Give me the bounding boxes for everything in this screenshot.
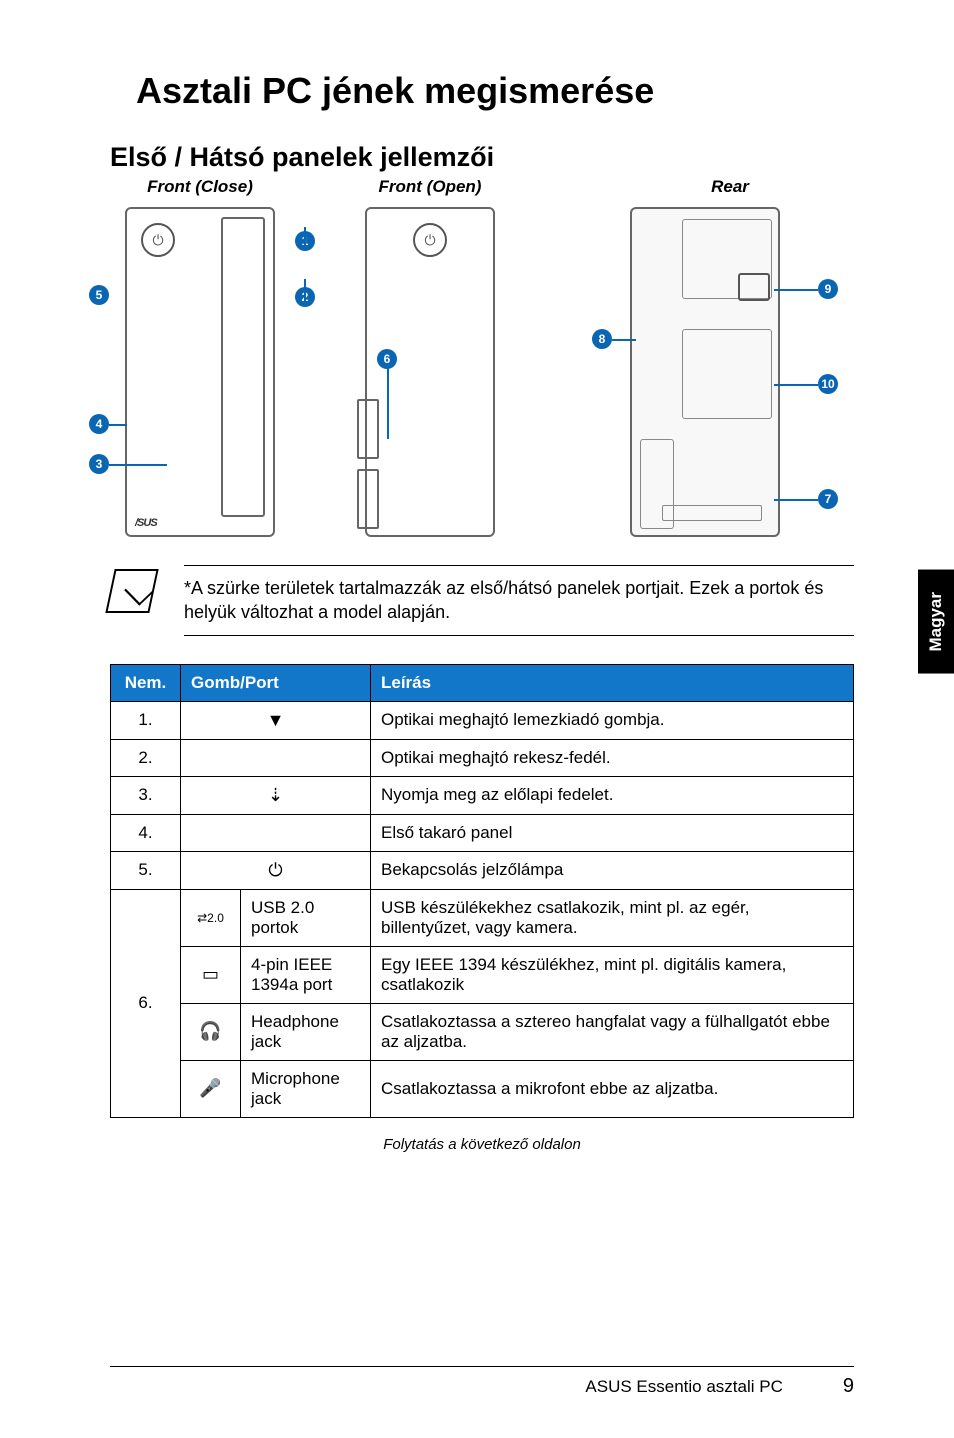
- cell-desc: Csatlakoztassa a sztereo hangfalat vagy …: [371, 1003, 854, 1060]
- brand-badge: /SUS: [135, 517, 157, 529]
- table-row: 1. ▼ Optikai meghajtó lemezkiadó gombja.: [111, 701, 854, 739]
- chassis-rear: 8 9 10 7: [630, 207, 780, 537]
- callout-3: 3: [89, 454, 109, 474]
- power-button-icon: ⏻: [141, 223, 175, 257]
- view-front-close: Front (Close) ⏻ /SUS 1 2 5 4 3: [110, 177, 290, 537]
- cell-icon-mic: 🎤: [181, 1060, 241, 1117]
- cell-sub-1394: 4-pin IEEE 1394a port: [241, 946, 371, 1003]
- language-tab: Magyar: [918, 570, 954, 674]
- callout-8: 8: [592, 329, 612, 349]
- view-label-front-open: Front (Open): [340, 177, 520, 197]
- continue-note: Folytatás a következő oldalon: [110, 1136, 854, 1153]
- cell-icon-1394: ▭: [181, 946, 241, 1003]
- callout-7: 7: [818, 489, 838, 509]
- odd-slot-1: [221, 217, 265, 517]
- callout-1-line: [304, 227, 306, 245]
- view-label-rear: Rear: [630, 177, 830, 197]
- note-icon: [105, 569, 158, 613]
- cell-icon: [181, 739, 371, 776]
- port-table: Nem. Gomb/Port Leírás 1. ▼ Optikai megha…: [110, 664, 854, 1118]
- page-footer: ASUS Essentio asztali PC 9: [110, 1366, 854, 1398]
- cell-num: 6.: [111, 889, 181, 1117]
- note-block: *A szürke területek tartalmazzák az első…: [110, 565, 854, 636]
- cell-sub-headphone: Headphone jack: [241, 1003, 371, 1060]
- cell-desc: Egy IEEE 1394 készülékhez, mint pl. digi…: [371, 946, 854, 1003]
- cell-icon: ⇣: [181, 776, 371, 814]
- table-row: 3. ⇣ Nyomja meg az előlapi fedelet.: [111, 776, 854, 814]
- table-row: 🎧 Headphone jack Csatlakoztassa a sztere…: [111, 1003, 854, 1060]
- cell-sub-mic: Microphone jack: [241, 1060, 371, 1117]
- footer-text: ASUS Essentio asztali PC: [585, 1377, 782, 1397]
- col-port: Gomb/Port: [181, 664, 371, 701]
- table-row: 🎤 Microphone jack Csatlakoztassa a mikro…: [111, 1060, 854, 1117]
- table-header-row: Nem. Gomb/Port Leírás: [111, 664, 854, 701]
- cell-icon: ⏻: [181, 851, 371, 889]
- view-rear: Rear 8 9 10 7: [570, 177, 830, 537]
- callout-5: 5: [89, 285, 109, 305]
- cell-num: 1.: [111, 701, 181, 739]
- callout-4: 4: [89, 414, 109, 434]
- callout-10: 10: [818, 374, 838, 394]
- callout-9-line: [774, 289, 818, 291]
- table-row: 4. Első takaró panel: [111, 814, 854, 851]
- view-label-front-close: Front (Close): [110, 177, 290, 197]
- cell-desc: Nyomja meg az előlapi fedelet.: [371, 776, 854, 814]
- callout-6: 6: [377, 349, 397, 369]
- open-door-1: [357, 399, 379, 459]
- open-door-2: [357, 469, 379, 529]
- rear-grill-mid: [682, 329, 772, 419]
- callout-10-line: [774, 384, 818, 386]
- callout-4-line: [109, 424, 127, 426]
- chassis-front-open: ⏻ 6: [365, 207, 495, 537]
- callout-6-line: [387, 369, 389, 439]
- note-text: *A szürke területek tartalmazzák az első…: [184, 565, 854, 636]
- callout-3-line: [109, 464, 167, 466]
- table-row: 5. ⏻ Bekapcsolás jelzőlámpa: [111, 851, 854, 889]
- page-root: Asztali PC jének megismerése Első / Háts…: [0, 0, 954, 1438]
- cell-desc: Első takaró panel: [371, 814, 854, 851]
- table-row: 2. Optikai meghajtó rekesz-fedél.: [111, 739, 854, 776]
- cell-desc: Csatlakoztassa a mikrofont ebbe az aljza…: [371, 1060, 854, 1117]
- section-title: Első / Hátsó panelek jellemzői: [110, 142, 854, 173]
- power-button-open-icon: ⏻: [413, 223, 447, 257]
- cell-desc: Optikai meghajtó rekesz-fedél.: [371, 739, 854, 776]
- cell-desc: Optikai meghajtó lemezkiadó gombja.: [371, 701, 854, 739]
- page-title: Asztali PC jének megismerése: [136, 70, 854, 112]
- cell-icon-usb: ⇄2.0: [181, 889, 241, 946]
- cell-num: 2.: [111, 739, 181, 776]
- chassis-front-close: ⏻ /SUS 1 2 5 4 3: [125, 207, 275, 537]
- view-front-open: Front (Open) ⏻ 6: [340, 177, 520, 537]
- callout-9: 9: [818, 279, 838, 299]
- cell-desc: USB készülékekhez csatlakozik, mint pl. …: [371, 889, 854, 946]
- views-row: Front (Close) ⏻ /SUS 1 2 5 4 3 Front (Op…: [110, 177, 854, 537]
- callout-7-line: [774, 499, 818, 501]
- page-number: 9: [843, 1375, 854, 1398]
- rear-exp-slot: [662, 505, 762, 521]
- col-num: Nem.: [111, 664, 181, 701]
- cell-icon-headphone: 🎧: [181, 1003, 241, 1060]
- cell-icon: ▼: [181, 701, 371, 739]
- cell-num: 3.: [111, 776, 181, 814]
- callout-8-line: [612, 339, 636, 341]
- psu-socket-icon: [738, 273, 770, 301]
- cell-icon: [181, 814, 371, 851]
- table-row: 6. ⇄2.0 USB 2.0 portok USB készülékekhez…: [111, 889, 854, 946]
- col-desc: Leírás: [371, 664, 854, 701]
- cell-num: 4.: [111, 814, 181, 851]
- cell-num: 5.: [111, 851, 181, 889]
- callout-2-line: [304, 279, 306, 301]
- table-row: ▭ 4-pin IEEE 1394a port Egy IEEE 1394 ké…: [111, 946, 854, 1003]
- cell-sub-usb: USB 2.0 portok: [241, 889, 371, 946]
- cell-desc: Bekapcsolás jelzőlámpa: [371, 851, 854, 889]
